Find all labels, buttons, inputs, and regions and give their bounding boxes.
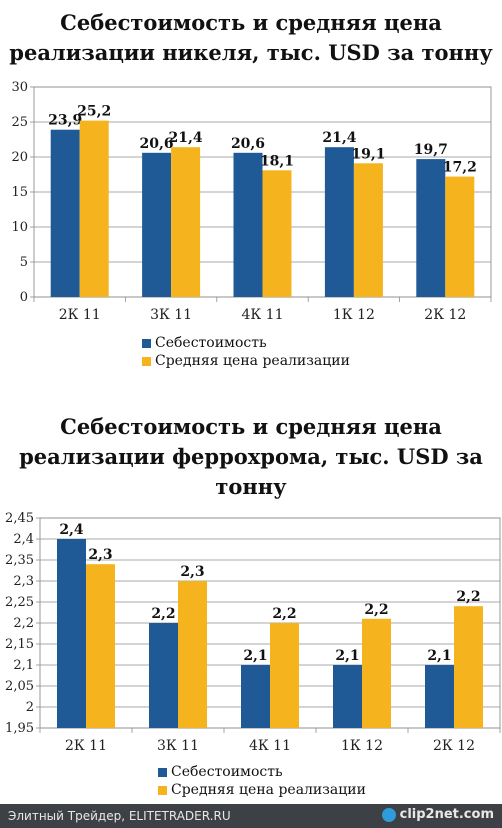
- logo-icon: [381, 807, 396, 822]
- data-label: 2,1: [427, 648, 451, 664]
- data-label: 2,1: [243, 648, 267, 664]
- x-tick-label: 2К 12: [424, 307, 466, 323]
- legend-swatch-cost: [158, 767, 167, 777]
- y-tick-label: 2,15: [5, 637, 34, 652]
- y-tick-label: 2,45: [5, 511, 34, 526]
- data-label: 2,2: [364, 602, 388, 618]
- title-line: тонну: [215, 474, 287, 499]
- x-tick-label: 3К 11: [157, 738, 199, 754]
- legend-swatch-cost: [142, 338, 151, 348]
- x-tick-label: 1К 12: [333, 307, 375, 323]
- y-tick-label: 2,2: [13, 616, 34, 631]
- y-tick-label: 2,05: [5, 679, 34, 694]
- title-line: реализации феррохрома, тыс. USD за: [19, 444, 483, 469]
- chart-title-ferrochrome: Себестоимость и средняя цена реализации …: [0, 412, 502, 502]
- bar: [262, 170, 292, 297]
- x-tick-label: 1К 12: [341, 738, 383, 754]
- bar: [86, 564, 115, 728]
- bar: [353, 163, 383, 297]
- title-line: Себестоимость и средняя цена: [60, 10, 442, 35]
- y-tick-label: 25: [11, 115, 28, 130]
- bar: [233, 152, 263, 297]
- x-tick-label: 2К 12: [433, 738, 475, 754]
- x-tick-label: 3К 11: [150, 307, 192, 323]
- bar: [149, 623, 178, 728]
- data-label: 20,6: [140, 136, 174, 152]
- logo-text: clip2net.com: [399, 807, 494, 822]
- legend-swatch-price: [142, 356, 151, 366]
- bar: [445, 176, 475, 297]
- data-label: 19,7: [414, 142, 448, 158]
- legend-label: Средняя цена реализации: [171, 782, 366, 798]
- ferrochrome-chart: 1,95 2 2,05 2,1 2,15 2,2 2,25 2,3 2,35 2,4 2,45 2,4…: [5, 511, 501, 754]
- y-tick-label: 0: [20, 290, 28, 305]
- bar: [333, 665, 362, 728]
- data-label: 21,4: [169, 130, 203, 146]
- data-label: 18,1: [260, 153, 294, 169]
- legend-item: Средняя цена реализации: [158, 781, 366, 799]
- data-label: 2,2: [456, 589, 480, 605]
- bar: [362, 618, 391, 728]
- bar: [241, 665, 270, 728]
- legend-label: Средняя цена реализации: [155, 353, 350, 369]
- y-tick-label: 2: [26, 700, 34, 715]
- bar: [57, 539, 86, 728]
- data-label: 2,4: [59, 522, 84, 538]
- y-tick-label: 2,25: [5, 595, 34, 610]
- data-label: 2,1: [335, 648, 359, 664]
- x-tick-label: 4К 11: [249, 738, 291, 754]
- bar: [454, 606, 483, 728]
- data-label: 2,2: [151, 606, 175, 622]
- title-line: реализации никеля, тыс. USD за тонну: [9, 40, 493, 65]
- y-tick-label: 2,1: [13, 658, 34, 673]
- y-tick-label: 30: [11, 80, 28, 95]
- y-tick-label: 2,4: [13, 532, 34, 547]
- chart-title-nickel: Себестоимость и средняя цена реализации …: [0, 8, 502, 68]
- bar: [425, 665, 454, 728]
- footer-text: Элитный Трейдер, ELITETRADER.RU: [8, 809, 231, 823]
- bar: [142, 152, 172, 297]
- x-tick-label: 2К 11: [65, 738, 107, 754]
- y-tick-label: 10: [11, 220, 28, 235]
- data-label: 17,2: [443, 160, 477, 176]
- legend-ferrochrome: Себестоимость Средняя цена реализации: [158, 763, 366, 799]
- y-tick-label: 1,95: [5, 721, 34, 736]
- title-line: Себестоимость и средняя цена: [60, 414, 442, 439]
- footer-bar: Элитный Трейдер, ELITETRADER.RU clip2net…: [0, 804, 502, 828]
- x-tick-label: 4К 11: [241, 307, 283, 323]
- y-tick-label: 20: [11, 150, 28, 165]
- legend-swatch-price: [158, 785, 167, 795]
- legend-item: Себестоимость: [142, 334, 350, 352]
- data-label: 2,3: [180, 564, 204, 580]
- y-tick-label: 5: [20, 255, 28, 270]
- y-tick-label: 2,3: [13, 574, 34, 589]
- data-label: 21,4: [322, 130, 356, 146]
- bar: [171, 147, 201, 297]
- bar: [324, 147, 354, 297]
- data-label: 2,3: [88, 547, 112, 563]
- data-label: 19,1: [351, 146, 385, 162]
- legend-label: Себестоимость: [171, 764, 283, 780]
- x-tick-label: 2К 11: [59, 307, 101, 323]
- clip2net-logo: clip2net.com: [381, 807, 494, 822]
- legend-item: Средняя цена реализации: [142, 352, 350, 370]
- bar: [79, 120, 109, 297]
- y-tick-label: 15: [11, 185, 28, 200]
- data-label: 20,6: [231, 136, 265, 152]
- data-label: 2,2: [272, 606, 296, 622]
- bar: [178, 581, 207, 728]
- data-label: 25,2: [77, 104, 111, 120]
- legend-nickel: Себестоимость Средняя цена реализации: [142, 334, 350, 370]
- legend-label: Себестоимость: [155, 335, 267, 351]
- legend-item: Себестоимость: [158, 763, 366, 781]
- data-label: 23,9: [48, 113, 82, 129]
- bar: [270, 623, 299, 728]
- bar: [416, 159, 446, 297]
- y-tick-label: 2,35: [5, 553, 34, 568]
- bar: [50, 129, 80, 297]
